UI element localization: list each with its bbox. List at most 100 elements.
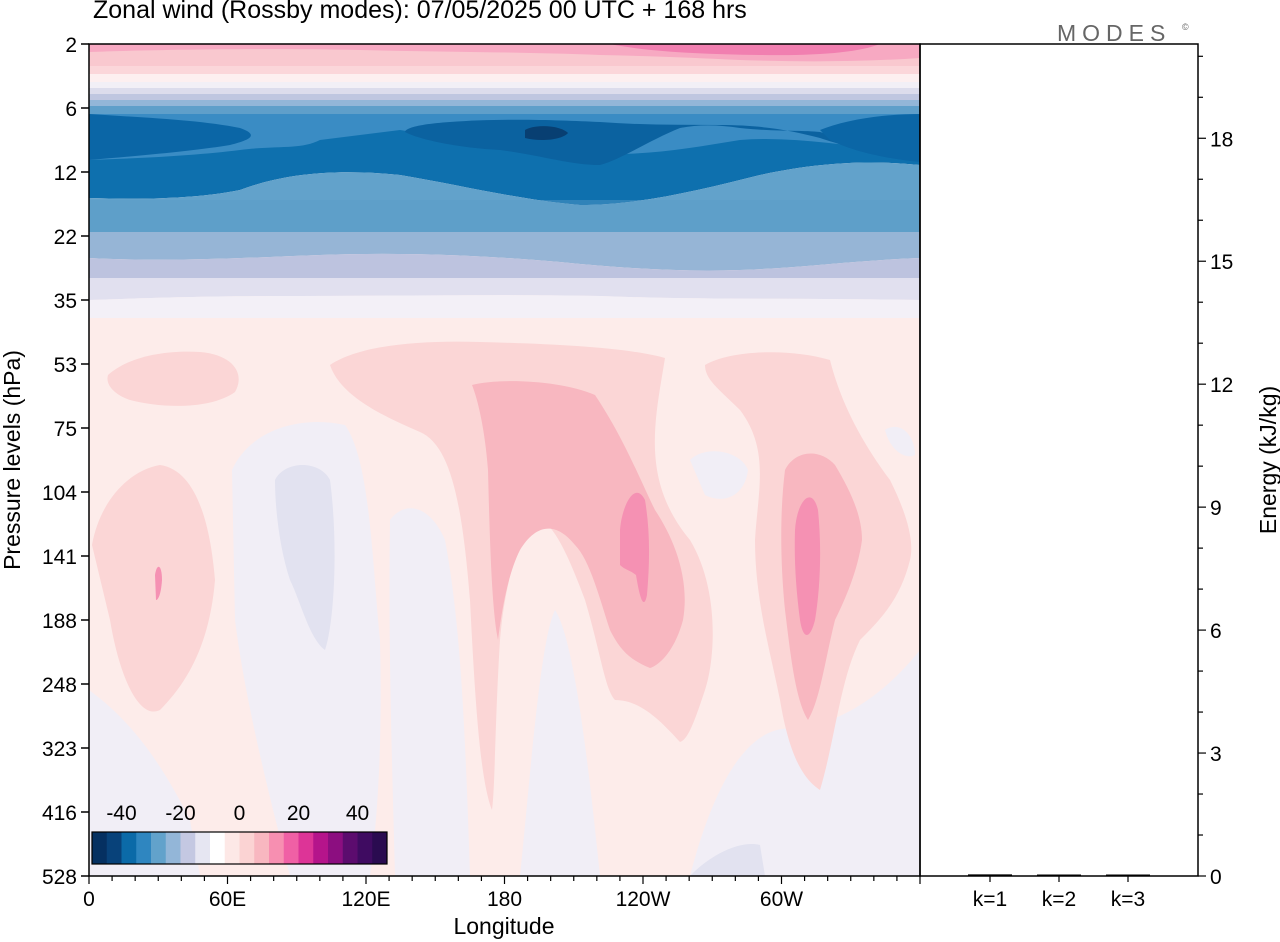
- longitude-tick-label: 60E: [209, 888, 246, 911]
- contour-weak-easterly-mid: [389, 508, 470, 876]
- energy-panel-frame: [919, 43, 1199, 877]
- contour-easterly-30-core: [89, 114, 251, 160]
- colorbar-swatch: [372, 832, 388, 864]
- contour-strat-easterly-15: [89, 100, 920, 106]
- pressure-tick-label: 2: [65, 34, 77, 57]
- contour-weak-easterly-blob: [885, 426, 915, 457]
- colorbar-tick-label: 20: [287, 802, 310, 825]
- contour-easterly-5-band: [89, 278, 920, 300]
- pressure-tick-label: 6: [65, 98, 77, 121]
- colorbar-tick-label: 0: [234, 802, 246, 825]
- contour-strat-easterly-20: [89, 106, 920, 114]
- longitude-axis: 0 60E 120E 180 120W 60W: [83, 876, 921, 911]
- contour-easterly-35: [89, 114, 920, 165]
- contour-strat-easterly-10: [89, 94, 920, 100]
- contour-easterly-5: [275, 465, 335, 650]
- longitude-tick-label: 120W: [616, 888, 671, 911]
- contour-easterly-5: [690, 844, 765, 876]
- colorbar-swatch: [165, 832, 181, 864]
- colorbar-swatch: [121, 832, 137, 864]
- energy-category-label: k=1: [973, 888, 1007, 911]
- colorbar: -40 -20 0 20 40: [91, 802, 388, 865]
- contour-easterly-40: [525, 126, 568, 141]
- contour-strat-easterly-5: [89, 88, 920, 94]
- contour-strat-zero: [89, 74, 920, 82]
- wind-field: [89, 44, 920, 876]
- colorbar-tick-label: -40: [106, 802, 136, 825]
- colorbar-swatch: [151, 832, 167, 864]
- contour-strat-weak: [89, 66, 920, 74]
- energy-tick-label: 15: [1210, 251, 1233, 274]
- contour-weak-easterly-blob: [690, 451, 748, 499]
- modes-logo: MODES: [1057, 20, 1172, 46]
- energy-bar: [1106, 874, 1150, 876]
- contour-easterly-20-band: [89, 200, 920, 232]
- longitude-tick-label: 180: [487, 888, 522, 911]
- energy-tick-label: 9: [1210, 497, 1222, 520]
- colorbar-swatch: [342, 832, 358, 864]
- pressure-tick-label: 35: [54, 290, 77, 313]
- colorbar-swatch: [210, 832, 226, 864]
- colorbar-frame: [91, 831, 388, 865]
- energy-axis: 0 3 6 9 12 15 18: [1198, 55, 1233, 889]
- contour-weak-easterly-low: [89, 690, 200, 876]
- energy-category-label: k=2: [1042, 888, 1076, 911]
- contour-weak-easterly-low: [520, 610, 600, 876]
- colorbar-swatch: [180, 832, 196, 864]
- contour-westerly-15: [155, 566, 162, 600]
- colorbar-swatch: [269, 832, 285, 864]
- energy-category-label: k=3: [1111, 888, 1145, 911]
- pressure-tick-label: 248: [42, 674, 77, 697]
- contour-westerly-15: [620, 492, 650, 603]
- y-axis-title: Pressure levels (hPa): [0, 350, 25, 570]
- colorbar-swatch: [298, 832, 314, 864]
- colorbar-swatch: [239, 832, 255, 864]
- longitude-tick-label: 120E: [341, 888, 390, 911]
- contour-westerly-5: [92, 465, 215, 712]
- contour-westerly-15: [794, 497, 821, 635]
- colorbar-tick-label: 40: [346, 802, 369, 825]
- energy-axis-title: Energy (kJ/kg): [1255, 386, 1280, 534]
- pressure-tick-label: 22: [54, 226, 77, 249]
- pressure-tick-label: 528: [42, 866, 77, 889]
- contour-westerly-10: [472, 381, 685, 668]
- energy-tick-label: 12: [1210, 374, 1233, 397]
- pressure-tick-label: 416: [42, 802, 77, 825]
- pressure-tick-label: 188: [42, 610, 77, 633]
- contour-westerly-5: [107, 351, 239, 406]
- energy-bar: [1037, 874, 1081, 876]
- colorbar-swatch: [92, 832, 108, 864]
- colorbar-swatch: [106, 832, 122, 864]
- contour-easterly-15: [89, 232, 920, 271]
- pressure-tick-label: 53: [54, 354, 77, 377]
- pressure-tick-label: 75: [54, 418, 77, 441]
- pressure-axis: 2 6 12 22 35 53 75 104 141 188 248 323 416 528: [42, 34, 89, 889]
- contour-easterly-30-core: [820, 114, 920, 162]
- contour-zero-band: [89, 295, 920, 318]
- colorbar-swatch: [313, 832, 329, 864]
- energy-bar: [968, 874, 1012, 876]
- longitude-tick-label: 60W: [760, 888, 803, 911]
- colorbar-swatch: [195, 832, 211, 864]
- energy-bars: k=1 k=2 k=3: [968, 874, 1150, 911]
- energy-tick-label: 18: [1210, 128, 1233, 151]
- contour-strat-zero: [89, 82, 920, 88]
- contour-weak-easterly-mid: [232, 422, 381, 876]
- x-axis-title: Longitude: [453, 913, 554, 939]
- colorbar-swatch: [357, 832, 373, 864]
- colorbar-swatch: [224, 832, 240, 864]
- chart-title: Zonal wind (Rossby modes): 07/05/2025 00…: [93, 0, 747, 24]
- pressure-tick-label: 141: [42, 546, 77, 569]
- pressure-tick-label: 104: [42, 482, 77, 505]
- colorbar-swatch: [328, 832, 344, 864]
- contour-easterly-10: [89, 253, 920, 278]
- colorbar-tick-label: -20: [165, 802, 195, 825]
- pressure-tick-label: 323: [42, 738, 77, 761]
- energy-tick-label: 0: [1210, 866, 1222, 889]
- colorbar-swatch: [136, 832, 152, 864]
- energy-tick-label: 6: [1210, 620, 1222, 643]
- contour-strat-westerly-max: [610, 44, 880, 56]
- colorbar-swatch: [283, 832, 299, 864]
- longitude-tick-label: 0: [83, 888, 95, 911]
- copyright-mark: ©: [1182, 22, 1189, 32]
